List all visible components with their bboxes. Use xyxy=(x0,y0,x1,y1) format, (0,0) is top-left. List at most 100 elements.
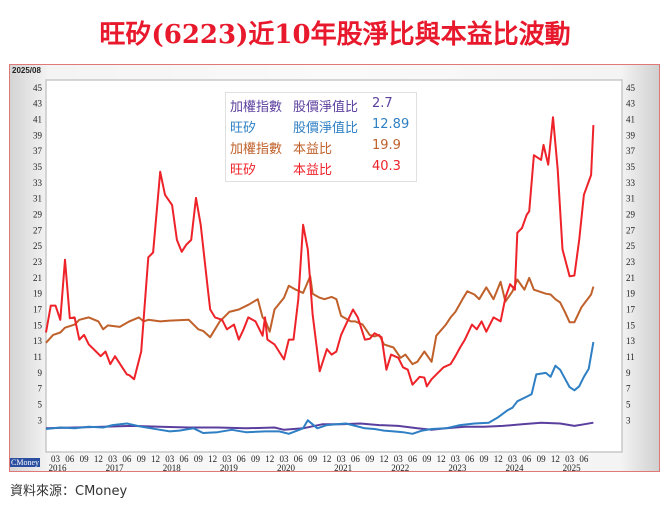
y-tick-label-left: 11 xyxy=(33,352,42,362)
y-tick-label-left: 13 xyxy=(33,336,43,346)
y-tick-label-left: 39 xyxy=(33,130,43,140)
x-tick-month: 03 xyxy=(280,454,290,464)
legend: 加權指數 股價淨值比 2.7 旺矽 股價淨值比 12.89 加權指數 本益比 1… xyxy=(225,92,417,182)
x-tick-month: 12 xyxy=(379,454,388,464)
series-line-1 xyxy=(45,341,595,435)
y-tick-label-left: 31 xyxy=(33,194,42,204)
y-tick-label-right: 33 xyxy=(626,178,636,188)
legend-value: 2.7 xyxy=(372,96,393,111)
x-tick-month: 09 xyxy=(365,454,375,464)
legend-metric: 本益比 xyxy=(293,142,333,157)
x-tick-month: 03 xyxy=(108,454,118,464)
y-tick-label-left: 27 xyxy=(33,225,43,235)
y-tick-label-right: 7 xyxy=(626,384,631,394)
x-tick-month: 12 xyxy=(551,454,560,464)
date-label: 2025/08 xyxy=(12,66,41,75)
x-tick-month: 12 xyxy=(208,454,217,464)
series-line-0 xyxy=(45,421,594,431)
legend-value: 40.3 xyxy=(372,159,401,174)
y-tick-label-right: 35 xyxy=(626,162,636,172)
x-tick-month: 09 xyxy=(137,454,147,464)
x-tick-month: 09 xyxy=(80,454,90,464)
x-tick-month: 12 xyxy=(322,454,331,464)
y-tick-label-left: 3 xyxy=(38,415,43,425)
x-tick-year: 2016 xyxy=(49,463,68,473)
x-tick-year: 2022 xyxy=(391,463,409,473)
chart-title: 旺矽(6223)近10年股淨比與本益比波動 xyxy=(99,20,571,50)
y-tick-label-right: 43 xyxy=(626,99,636,109)
x-tick-year: 2021 xyxy=(334,463,352,473)
x-tick-month: 03 xyxy=(222,454,232,464)
x-tick-month: 09 xyxy=(194,454,204,464)
x-tick-year: 2018 xyxy=(163,463,182,473)
y-tick-label-left: 41 xyxy=(33,115,42,125)
y-tick-label-right: 11 xyxy=(626,352,635,362)
y-tick-label-left: 43 xyxy=(33,99,43,109)
y-tick-label-right: 31 xyxy=(626,194,635,204)
y-tick-label-right: 21 xyxy=(626,273,635,283)
x-tick-year: 2023 xyxy=(448,463,467,473)
y-tick-label-left: 29 xyxy=(33,210,43,220)
x-tick-month: 12 xyxy=(94,454,103,464)
y-tick-label-right: 41 xyxy=(626,115,635,125)
legend-entity: 加權指數 xyxy=(230,142,283,157)
source-note: 資料來源：CMoney xyxy=(10,484,128,499)
y-tick-label-right: 27 xyxy=(626,225,636,235)
legend-entity: 旺矽 xyxy=(230,121,257,136)
x-tick-year: 2017 xyxy=(106,463,125,473)
x-tick-month: 03 xyxy=(51,454,61,464)
y-tick-label-left: 17 xyxy=(33,305,43,315)
x-tick-month: 06 xyxy=(579,454,589,464)
y-tick-label-left: 25 xyxy=(33,241,43,251)
y-tick-label-right: 15 xyxy=(626,320,636,330)
x-tick-month: 06 xyxy=(180,454,190,464)
x-tick-month: 03 xyxy=(508,454,518,464)
x-tick-month: 09 xyxy=(251,454,261,464)
y-tick-label-right: 13 xyxy=(626,336,636,346)
y-tick-label-left: 35 xyxy=(33,162,43,172)
x-tick-month: 12 xyxy=(265,454,274,464)
x-tick-month: 03 xyxy=(565,454,575,464)
x-tick-month: 09 xyxy=(308,454,318,464)
x-tick-month: 06 xyxy=(65,454,75,464)
x-tick-year: 2024 xyxy=(506,463,525,473)
y-tick-label-left: 15 xyxy=(33,320,43,330)
y-tick-label-right: 25 xyxy=(626,241,636,251)
legend-entity: 加權指數 xyxy=(230,100,283,115)
x-tick-month: 06 xyxy=(294,454,304,464)
x-tick-year: 2025 xyxy=(563,463,582,473)
x-tick-month: 06 xyxy=(408,454,418,464)
legend-entity: 旺矽 xyxy=(230,163,257,178)
legend-value: 19.9 xyxy=(372,138,401,153)
y-tick-label-right: 5 xyxy=(626,400,631,410)
y-tick-label-right: 9 xyxy=(626,368,631,378)
y-tick-label-left: 19 xyxy=(33,289,43,299)
x-tick-month: 12 xyxy=(494,454,503,464)
series-line-3 xyxy=(45,116,595,388)
y-tick-label-left: 9 xyxy=(38,368,43,378)
y-tick-label-right: 45 xyxy=(626,83,636,93)
x-tick-month: 09 xyxy=(479,454,489,464)
y-tick-label-left: 45 xyxy=(33,83,43,93)
y-tick-label-right: 19 xyxy=(626,289,636,299)
y-tick-label-right: 23 xyxy=(626,257,636,267)
y-tick-label-right: 37 xyxy=(626,146,636,156)
y-tick-label-right: 29 xyxy=(626,210,636,220)
x-tick-month: 12 xyxy=(151,454,160,464)
x-tick-month: 06 xyxy=(351,454,361,464)
y-tick-label-right: 17 xyxy=(626,305,636,315)
legend-metric: 本益比 xyxy=(293,163,333,178)
legend-metric: 股價淨值比 xyxy=(293,100,359,115)
y-tick-label-right: 3 xyxy=(626,415,631,425)
x-tick-month: 12 xyxy=(437,454,446,464)
x-tick-month: 09 xyxy=(422,454,432,464)
y-tick-label-left: 7 xyxy=(38,384,43,394)
legend-value: 12.89 xyxy=(372,117,410,132)
y-tick-label-left: 23 xyxy=(33,257,43,267)
x-tick-year: 2019 xyxy=(220,463,239,473)
x-tick-month: 06 xyxy=(237,454,247,464)
x-tick-month: 03 xyxy=(451,454,461,464)
x-tick-month: 06 xyxy=(465,454,475,464)
y-tick-label-left: 33 xyxy=(33,178,43,188)
y-tick-label-left: 5 xyxy=(38,400,43,410)
